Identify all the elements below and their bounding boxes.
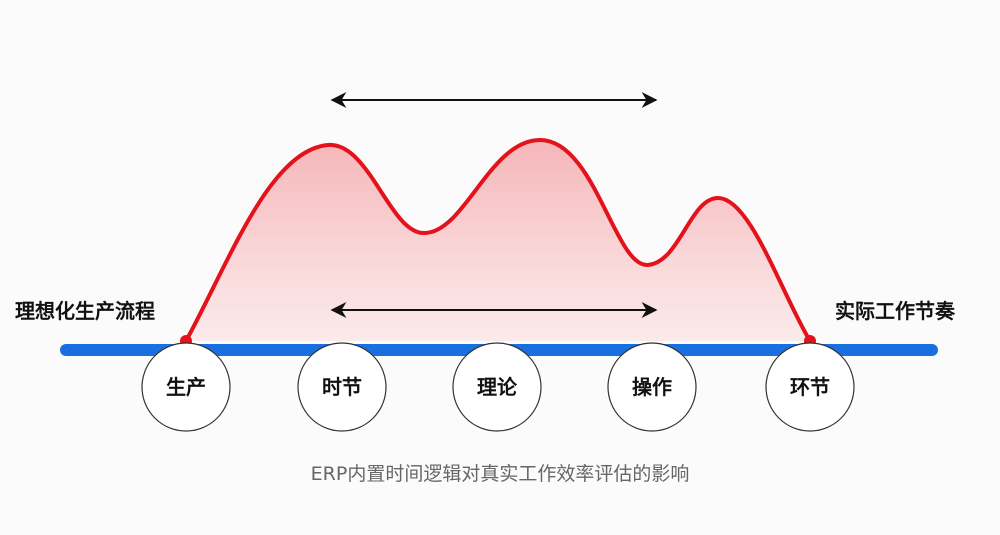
node-label: 生产 <box>166 375 206 399</box>
node-生产: 生产 <box>141 342 231 432</box>
node-理论: 理论 <box>452 342 542 432</box>
rhythm-area-fill <box>186 140 810 341</box>
node-时节: 时节 <box>297 342 387 432</box>
left-label: 理想化生产流程 <box>15 299 155 323</box>
actual-rhythm-curve <box>184 138 812 343</box>
node-操作: 操作 <box>607 342 697 432</box>
caption: ERP内置时间逻辑对真实工作效率评估的影响 <box>311 463 690 485</box>
right-label: 实际工作节奏 <box>835 299 956 323</box>
node-label: 理论 <box>477 375 518 399</box>
node-label: 环节 <box>790 375 830 399</box>
node-环节: 环节 <box>765 342 855 432</box>
node-label: 时节 <box>322 375 362 399</box>
node-label: 操作 <box>632 375 672 399</box>
